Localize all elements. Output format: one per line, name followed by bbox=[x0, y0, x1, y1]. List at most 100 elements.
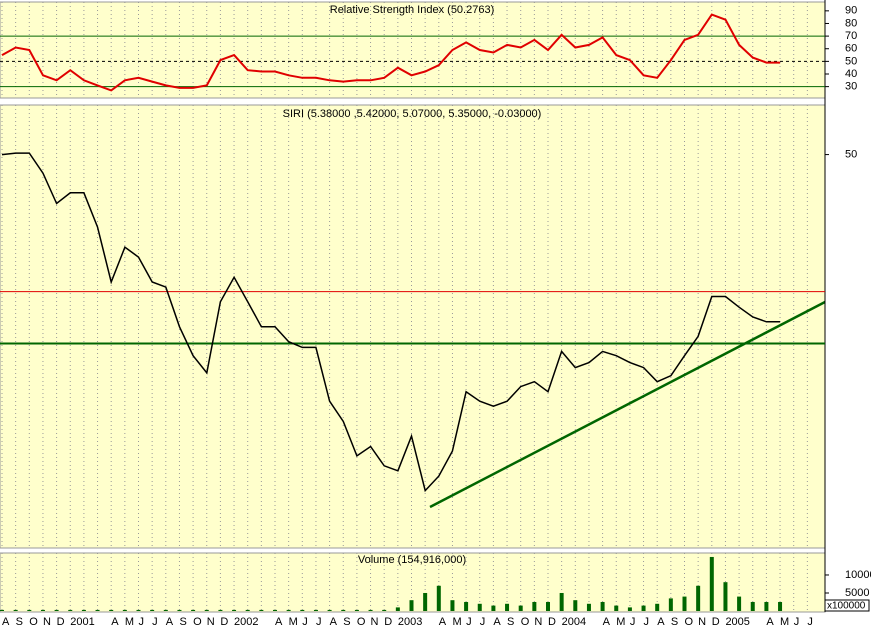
x-tick-label: A bbox=[493, 616, 501, 628]
y-tick-label: 80 bbox=[845, 17, 857, 29]
x-tick-label: J bbox=[807, 616, 813, 628]
x-tick-label: D bbox=[220, 616, 228, 628]
x-tick-label: J bbox=[480, 616, 486, 628]
x-tick-label: A bbox=[439, 616, 447, 628]
x-tick-label: M bbox=[125, 616, 134, 628]
volume-bar bbox=[464, 601, 469, 611]
volume-bar bbox=[218, 609, 223, 611]
month-grid bbox=[1, 2, 808, 611]
volume-bar bbox=[204, 609, 209, 611]
x-tick-label: D bbox=[712, 616, 720, 628]
volume-bar bbox=[491, 605, 496, 611]
volume-bar bbox=[354, 609, 359, 611]
x-tick-label: 2005 bbox=[725, 616, 749, 628]
volume-bar bbox=[586, 603, 591, 611]
volume-bar bbox=[286, 609, 291, 611]
volume-bar bbox=[341, 609, 346, 611]
y-tick-label: 70 bbox=[845, 30, 857, 42]
volume-bar bbox=[764, 601, 769, 611]
volume-bar bbox=[641, 605, 646, 611]
volume-bar bbox=[682, 596, 687, 611]
rsi-title: Relative Strength Index (50.2763) bbox=[330, 4, 495, 16]
x-tick-label: J bbox=[302, 616, 308, 628]
volume-bar bbox=[232, 609, 237, 611]
y-tick-label: 10000 bbox=[845, 569, 871, 581]
x-tick-label: O bbox=[29, 616, 38, 628]
x-tick-label: A bbox=[603, 616, 611, 628]
volume-bar bbox=[122, 609, 127, 611]
x-tick-label: M bbox=[452, 616, 461, 628]
volume-bar bbox=[300, 609, 305, 611]
volume-bar bbox=[709, 556, 714, 611]
x-tick-label: J bbox=[316, 616, 322, 628]
volume-bar bbox=[696, 585, 701, 611]
x-tick-label: N bbox=[534, 616, 542, 628]
volume-title: Volume (154,916,000) bbox=[358, 554, 466, 566]
volume-bar bbox=[95, 609, 100, 611]
volume-bar bbox=[259, 609, 264, 611]
x-tick-label: J bbox=[644, 616, 650, 628]
volume-bar bbox=[450, 600, 455, 611]
volume-bar bbox=[409, 600, 414, 611]
x-tick-label: J bbox=[139, 616, 145, 628]
x-tick-label: M bbox=[780, 616, 789, 628]
volume-bar bbox=[27, 609, 32, 611]
volume-bar bbox=[368, 609, 373, 611]
x-tick-label: A bbox=[330, 616, 338, 628]
volume-bar bbox=[518, 605, 523, 611]
x-tick-label: J bbox=[630, 616, 636, 628]
volume-bar bbox=[614, 605, 619, 611]
series-line bbox=[1, 152, 781, 493]
volume-bar bbox=[655, 603, 660, 611]
volume-bar bbox=[136, 609, 141, 611]
x-tick-label: A bbox=[166, 616, 174, 628]
volume-bar bbox=[273, 609, 277, 611]
x-tick-label: J bbox=[794, 616, 800, 628]
volume-bar bbox=[423, 592, 428, 611]
x-tick-label: A bbox=[275, 616, 283, 628]
x-tick-label: O bbox=[357, 616, 366, 628]
y-tick-label: 5000 bbox=[845, 587, 869, 599]
volume-bar bbox=[627, 607, 632, 611]
x-tick-label: N bbox=[371, 616, 379, 628]
trend-line bbox=[429, 300, 826, 509]
x-tick-label: A bbox=[111, 616, 119, 628]
x-tick-label: N bbox=[698, 616, 706, 628]
y-tick-label: 40 bbox=[845, 68, 857, 80]
volume-bar bbox=[382, 609, 387, 611]
x-tick-label: D bbox=[548, 616, 556, 628]
volume-bar bbox=[573, 600, 578, 611]
x-tick-label: O bbox=[521, 616, 530, 628]
volume-bar bbox=[546, 601, 550, 611]
x-tick-label: N bbox=[207, 616, 215, 628]
x-tick-label: D bbox=[384, 616, 392, 628]
volume-bar bbox=[668, 598, 673, 611]
volume-bar bbox=[68, 609, 73, 611]
volume-bar bbox=[313, 609, 318, 611]
volume-bar bbox=[532, 601, 537, 611]
volume-bar bbox=[150, 609, 155, 611]
volume-bar bbox=[750, 601, 755, 611]
x-tick-label: A bbox=[2, 616, 10, 628]
volume-bar bbox=[0, 609, 4, 611]
price-title: SIRI (5.38000 ,5.42000, 5.07000, 5.35000… bbox=[283, 108, 542, 120]
x-tick-label: O bbox=[685, 616, 694, 628]
volume-bar bbox=[723, 582, 728, 611]
x-tick-label: N bbox=[43, 616, 51, 628]
price-panel bbox=[0, 104, 826, 549]
volume-bar bbox=[245, 609, 250, 611]
x-tick-label: J bbox=[152, 616, 158, 628]
volume-bar bbox=[436, 585, 441, 611]
volume-bar bbox=[327, 609, 332, 611]
volume-bar bbox=[13, 609, 18, 611]
volume-bar bbox=[109, 609, 114, 611]
volume-bar bbox=[40, 609, 45, 611]
series-line bbox=[1, 13, 781, 92]
volume-bar bbox=[191, 609, 196, 611]
y-tick-label: 60 bbox=[845, 43, 857, 55]
volume-bar bbox=[477, 603, 482, 611]
x-tick-label: 2004 bbox=[562, 616, 586, 628]
x-tick-label: S bbox=[179, 616, 186, 628]
y-tick-label: 50 bbox=[845, 55, 857, 67]
